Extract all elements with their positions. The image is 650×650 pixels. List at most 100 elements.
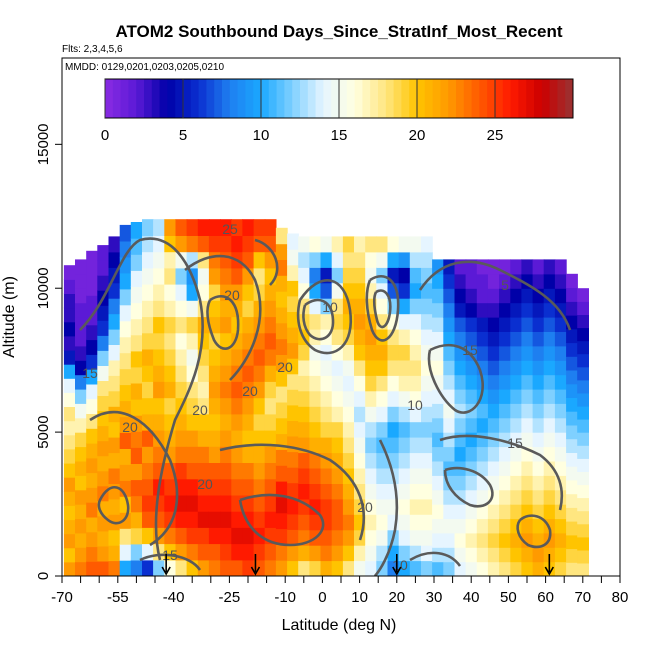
x-tick-label: -25 <box>219 589 241 606</box>
heatmap-cell <box>142 332 154 350</box>
heatmap-cell <box>253 365 266 382</box>
heatmap-cell <box>75 259 87 275</box>
heatmap-cell <box>320 267 333 284</box>
heatmap-cell <box>432 417 444 433</box>
heatmap-cell <box>365 390 377 407</box>
contour-label: 20 <box>122 419 138 435</box>
heatmap-cell <box>130 238 143 255</box>
heatmap-cell <box>119 512 132 529</box>
heatmap-cell <box>197 332 210 350</box>
heatmap-cell <box>275 370 288 387</box>
heatmap-cell <box>532 331 545 347</box>
heatmap-cell <box>108 251 121 268</box>
heatmap-cell <box>476 547 489 563</box>
heatmap-cell <box>309 313 322 330</box>
heatmap-cell <box>376 498 389 515</box>
heatmap-cell <box>298 421 310 438</box>
heatmap-cell <box>566 507 578 522</box>
heatmap-cell <box>476 475 489 491</box>
heatmap-cell <box>354 390 366 407</box>
heatmap-cell <box>298 437 310 454</box>
heatmap-cell <box>231 397 244 415</box>
heatmap-cell <box>287 249 299 266</box>
heatmap-cell <box>320 359 333 376</box>
heatmap-cell <box>510 518 523 534</box>
heatmap-cell <box>554 288 567 304</box>
heatmap-cell <box>242 365 255 382</box>
heatmap-cell <box>499 446 511 462</box>
heatmap-cell <box>298 282 310 299</box>
heatmap-cell <box>197 478 210 496</box>
heatmap-cell <box>331 514 344 531</box>
heatmap-cell <box>309 468 322 484</box>
heatmap-cell <box>376 452 389 469</box>
heatmap-cell <box>510 417 523 433</box>
heatmap-cell <box>164 413 177 431</box>
heatmap-cell <box>287 467 299 484</box>
heatmap-cell <box>342 452 355 469</box>
heatmap-cell <box>108 560 121 576</box>
heatmap-cell <box>543 432 556 448</box>
colorbar-swatch <box>136 79 145 118</box>
colorbar-swatch <box>144 79 153 118</box>
heatmap-cell <box>554 561 567 576</box>
heatmap-cell <box>186 235 199 253</box>
heatmap-cell <box>432 273 444 289</box>
flight-marker-arrow <box>392 566 402 576</box>
heatmap-cell <box>309 236 322 253</box>
heatmap-cell <box>175 559 188 576</box>
heatmap-cell <box>566 411 578 426</box>
heatmap-cell <box>298 406 310 423</box>
heatmap-cell <box>153 462 165 480</box>
heatmap-cell <box>231 219 244 236</box>
contour-line <box>219 443 365 541</box>
heatmap-cell <box>298 529 310 546</box>
heatmap-cell <box>387 282 400 299</box>
heatmap-cell <box>142 559 154 576</box>
heatmap-cell <box>63 293 76 309</box>
heatmap-cell <box>521 489 534 505</box>
heatmap-cell <box>387 483 400 500</box>
heatmap-cell <box>142 348 154 366</box>
heatmap-cell <box>554 360 567 376</box>
heatmap-cell <box>164 527 177 545</box>
heatmap-cell <box>376 375 389 392</box>
heatmap-cell <box>186 543 199 561</box>
heatmap-cell <box>220 446 232 463</box>
heatmap-cell <box>554 532 567 548</box>
heatmap-cell <box>287 435 299 453</box>
heatmap-cell <box>119 272 132 290</box>
heatmap-cell <box>465 302 478 318</box>
heatmap-cell <box>130 431 143 448</box>
heatmap-cell <box>577 458 589 472</box>
heatmap-cell <box>398 313 411 330</box>
heatmap-cell <box>220 397 232 415</box>
heatmap-cell <box>409 282 422 299</box>
contour-line <box>409 551 462 567</box>
heatmap-cell <box>454 432 467 448</box>
heatmap-cell <box>220 235 232 253</box>
heatmap-cell <box>421 236 433 253</box>
heatmap-cell <box>577 419 589 433</box>
heatmap-cell <box>376 298 389 315</box>
heatmap-cell <box>320 421 333 438</box>
heatmap-cell <box>577 366 589 381</box>
heatmap-cell <box>309 498 322 515</box>
heatmap-cell <box>175 251 188 269</box>
heatmap-cell <box>309 452 322 469</box>
heatmap-cell <box>432 460 444 476</box>
heatmap-cell <box>220 413 232 431</box>
heatmap-cell <box>242 251 255 269</box>
heatmap-cell <box>342 390 355 407</box>
heatmap-cell <box>264 300 277 318</box>
heatmap-cell <box>532 432 545 448</box>
heatmap-cell <box>287 529 299 546</box>
heatmap-cell <box>63 406 76 422</box>
heatmap-cell <box>376 421 389 438</box>
heatmap-cell <box>398 390 411 407</box>
heatmap-cell <box>75 504 87 520</box>
heatmap-cell <box>454 388 467 404</box>
heatmap-cell <box>153 365 165 382</box>
heatmap-cell <box>86 250 98 267</box>
heatmap-cell <box>75 345 87 361</box>
